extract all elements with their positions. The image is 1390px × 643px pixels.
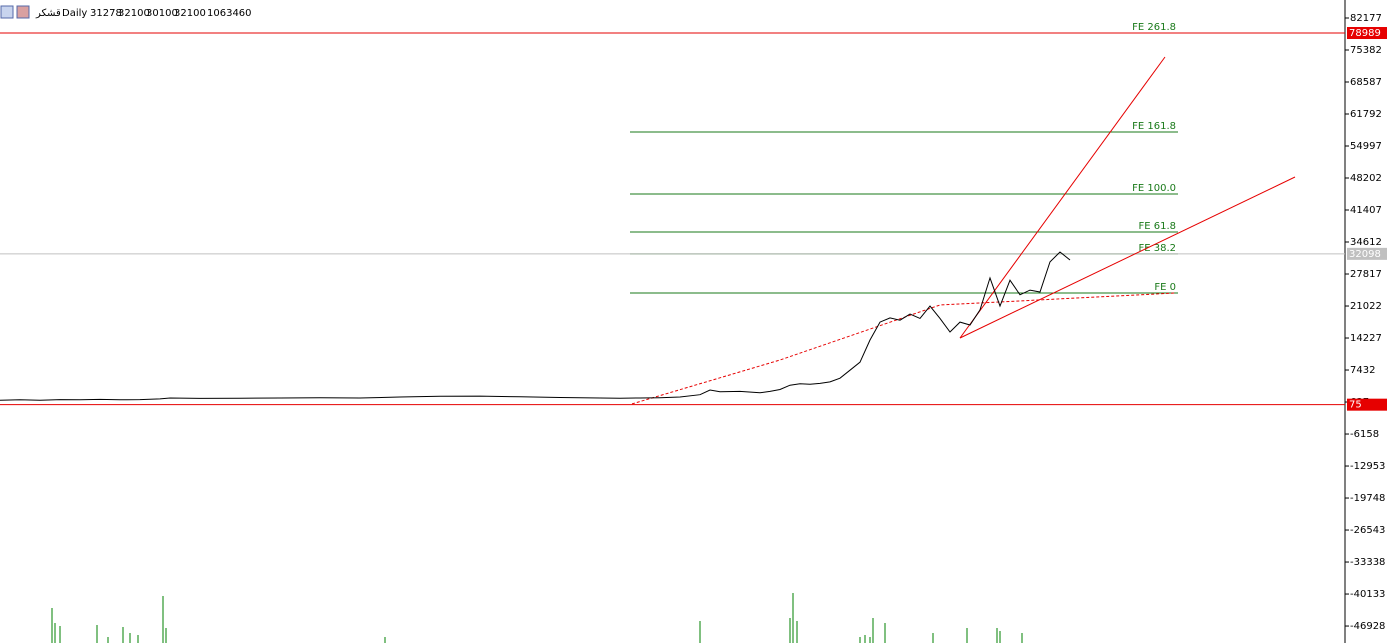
y-tick-label: -12953 bbox=[1350, 461, 1385, 472]
high: 32100 bbox=[118, 8, 150, 19]
fibo-label: FE 61.8 bbox=[1138, 221, 1176, 232]
y-tick-label: 68587 bbox=[1350, 77, 1382, 88]
y-tick-label: 21022 bbox=[1350, 301, 1382, 312]
y-tick-label: 7432 bbox=[1350, 365, 1375, 376]
low: 30100 bbox=[146, 8, 178, 19]
y-tick-label: 54997 bbox=[1350, 141, 1382, 152]
y-tick-label: 48202 bbox=[1350, 173, 1382, 184]
y-tick-label: 41407 bbox=[1350, 205, 1382, 216]
y-tick-label: 14227 bbox=[1350, 333, 1382, 344]
fibo-label: FE 0 bbox=[1154, 282, 1176, 293]
fibo-label: FE 38.2 bbox=[1138, 243, 1176, 254]
y-tick-label: -40133 bbox=[1350, 589, 1385, 600]
tick-volume: 1063460 bbox=[207, 8, 252, 19]
fibo-label: FE 161.8 bbox=[1132, 121, 1176, 132]
y-tick-label: 27817 bbox=[1350, 269, 1382, 280]
price-label: 78989 bbox=[1349, 28, 1381, 39]
close: 32100 bbox=[174, 8, 206, 19]
price-label-box bbox=[1347, 247, 1387, 260]
y-tick-label: 61792 bbox=[1350, 109, 1382, 120]
y-tick-label: -19748 bbox=[1350, 493, 1385, 504]
open: 31278 bbox=[90, 8, 122, 19]
price-label-box bbox=[1347, 398, 1387, 411]
icon bbox=[16, 5, 30, 19]
fibo-label: FE 261.8 bbox=[1132, 22, 1176, 33]
y-tick-label: -6158 bbox=[1350, 429, 1379, 440]
y-tick-label: 75382 bbox=[1350, 45, 1382, 56]
symbol: قشکر bbox=[35, 8, 61, 19]
trendline bbox=[959, 56, 1166, 339]
timeframe: Daily bbox=[62, 8, 87, 19]
y-tick-label: -26543 bbox=[1350, 525, 1385, 536]
y-tick-label: -33338 bbox=[1350, 557, 1385, 568]
price-label: 75 bbox=[1349, 400, 1362, 411]
y-tick-label: -46928 bbox=[1350, 621, 1385, 632]
price-line bbox=[0, 251, 1071, 401]
trendline bbox=[959, 176, 1296, 339]
y-tick-label: 82177 bbox=[1350, 13, 1382, 24]
trendline bbox=[631, 292, 1176, 405]
icon bbox=[0, 5, 14, 19]
price-label: 32098 bbox=[1349, 249, 1381, 260]
price-label-box bbox=[1347, 27, 1387, 40]
header: قشکر Daily 31278 32100 30100 32100 10634… bbox=[35, 8, 252, 19]
y-tick-label: 34612 bbox=[1350, 237, 1382, 248]
fibo-label: FE 100.0 bbox=[1132, 183, 1176, 194]
